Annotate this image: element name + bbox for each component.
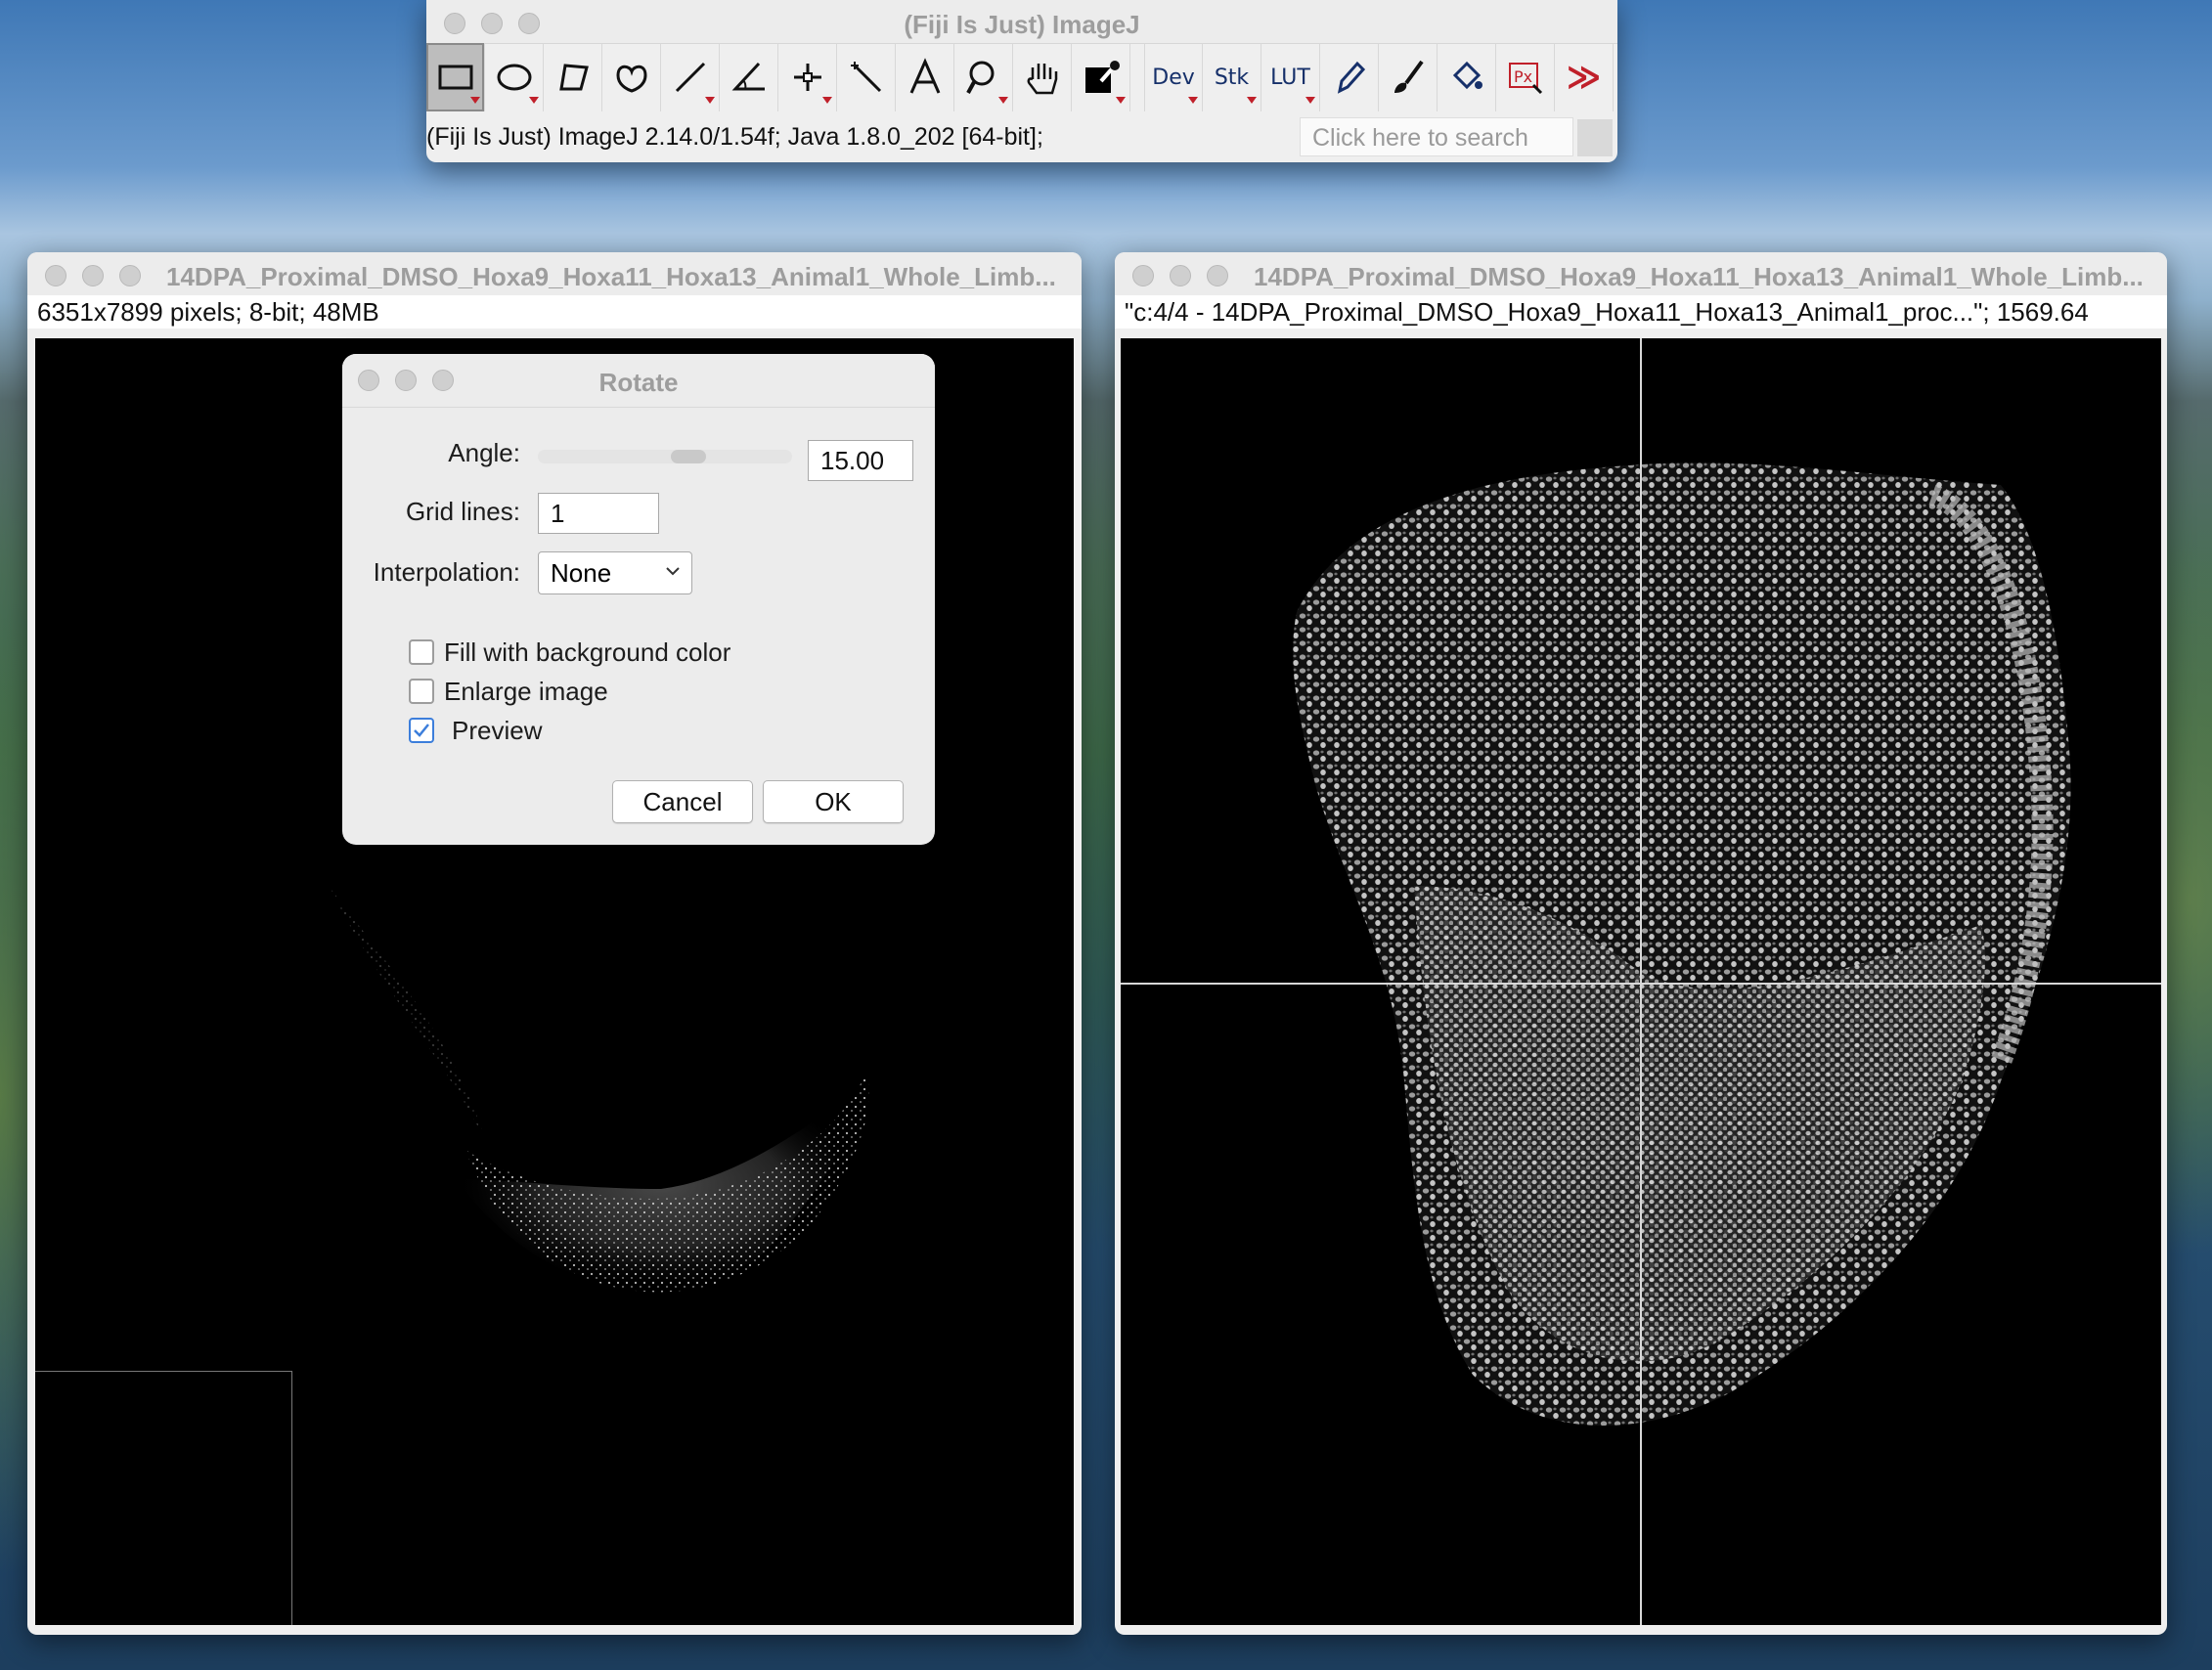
rectangle-tool-icon[interactable] (426, 43, 485, 111)
imagej-titlebar: (Fiji Is Just) ImageJ (426, 0, 1617, 44)
interpolation-select[interactable]: None (538, 551, 692, 594)
stk-menu-button[interactable]: Stk (1203, 43, 1261, 111)
oval-tool-icon[interactable] (485, 43, 544, 111)
chevron-down-icon (666, 567, 680, 576)
angle-slider-thumb[interactable] (671, 450, 706, 463)
rotate-titlebar: Rotate (342, 354, 935, 408)
grid-lines-field[interactable]: 1 (538, 493, 659, 534)
pixel-inspector-tool-icon[interactable]: Px (1496, 43, 1555, 111)
rotate-title: Rotate (598, 368, 679, 397)
window-controls (358, 370, 454, 391)
close-button[interactable] (45, 265, 66, 286)
right-image-render (1121, 338, 2161, 1625)
left-image-render (35, 886, 869, 1625)
cancel-button[interactable]: Cancel (612, 780, 753, 823)
close-button[interactable] (1132, 265, 1154, 286)
window-controls (45, 265, 141, 286)
preview-label: Preview (452, 716, 543, 745)
imagej-main-window: (Fiji Is Just) ImageJ (426, 0, 1617, 162)
minimize-button[interactable] (395, 370, 417, 391)
right-image-title: 14DPA_Proximal_DMSO_Hoxa9_Hoxa11_Hoxa13_… (1254, 262, 2144, 291)
angle-slider[interactable] (538, 450, 792, 463)
checkmark-icon (414, 724, 429, 737)
line-tool-icon[interactable] (661, 43, 720, 111)
right-image-canvas[interactable] (1121, 338, 2161, 1625)
text-tool-icon[interactable] (896, 43, 954, 111)
interpolation-value: None (551, 558, 612, 588)
fill-background-label: Fill with background color (444, 637, 731, 667)
left-image-titlebar: 14DPA_Proximal_DMSO_Hoxa9_Hoxa11_Hoxa13_… (27, 252, 1082, 296)
pencil-tool-icon[interactable] (1320, 43, 1379, 111)
search-button[interactable] (1577, 119, 1613, 156)
close-button[interactable] (444, 13, 465, 34)
enlarge-image-checkbox[interactable] (409, 679, 434, 704)
imagej-window-title: (Fiji Is Just) ImageJ (904, 10, 1140, 39)
preview-checkbox[interactable] (409, 718, 434, 743)
minimize-button[interactable] (82, 265, 104, 286)
magnifier-tool-icon[interactable] (954, 43, 1013, 111)
interpolation-label: Interpolation: (373, 557, 520, 587)
lut-label: LUT (1270, 65, 1310, 90)
more-tools-button[interactable]: ≫ (1555, 43, 1614, 111)
zoom-button[interactable] (1207, 265, 1228, 286)
right-image-info: "c:4/4 - 14DPA_Proximal_DMSO_Hoxa9_Hoxa1… (1115, 295, 2167, 329)
close-button[interactable] (358, 370, 379, 391)
zoom-button[interactable] (119, 265, 141, 286)
right-image-titlebar: 14DPA_Proximal_DMSO_Hoxa9_Hoxa11_Hoxa13_… (1115, 252, 2167, 296)
rotate-dialog: Rotate Angle: 15.00 Grid lines: 1 Interp… (342, 354, 935, 845)
imagej-status-bar: (Fiji Is Just) ImageJ 2.14.0/1.54f; Java… (426, 115, 1617, 160)
angle-tool-icon[interactable] (720, 43, 778, 111)
polygon-tool-icon[interactable] (544, 43, 602, 111)
minimize-button[interactable] (481, 13, 503, 34)
ok-button[interactable]: OK (763, 780, 904, 823)
right-image-window: 14DPA_Proximal_DMSO_Hoxa9_Hoxa11_Hoxa13_… (1115, 252, 2167, 1635)
grid-lines-label: Grid lines: (405, 497, 520, 526)
lut-menu-button[interactable]: LUT (1261, 43, 1320, 111)
more-tools-icon: ≫ (1566, 59, 1602, 96)
point-tool-icon[interactable] (778, 43, 837, 111)
zoom-button[interactable] (432, 370, 454, 391)
left-image-title: 14DPA_Proximal_DMSO_Hoxa9_Hoxa11_Hoxa13_… (166, 262, 1056, 291)
window-controls (1132, 265, 1228, 286)
imagej-toolbar: Dev Stk LUT Px ≫ (426, 43, 1617, 113)
stk-label: Stk (1214, 65, 1250, 90)
enlarge-image-label: Enlarge image (444, 677, 608, 706)
angle-field[interactable]: 15.00 (808, 440, 913, 481)
dev-menu-button[interactable]: Dev (1144, 43, 1203, 111)
dev-label: Dev (1152, 65, 1195, 90)
brush-tool-icon[interactable] (1379, 43, 1438, 111)
search-input[interactable]: Click here to search (1300, 117, 1573, 156)
window-controls (444, 13, 540, 34)
angle-label: Angle: (448, 438, 520, 467)
status-text: (Fiji Is Just) ImageJ 2.14.0/1.54f; Java… (426, 123, 1043, 151)
left-image-info: 6351x7899 pixels; 8-bit; 48MB (27, 295, 1082, 329)
wand-tool-icon[interactable] (837, 43, 896, 111)
color-picker-tool-icon[interactable] (1072, 43, 1130, 111)
fill-background-checkbox[interactable] (409, 639, 434, 665)
minimize-button[interactable] (1170, 265, 1191, 286)
svg-text:Px: Px (1514, 67, 1532, 86)
zoom-button[interactable] (518, 13, 540, 34)
hand-tool-icon[interactable] (1013, 43, 1072, 111)
freehand-tool-icon[interactable] (602, 43, 661, 111)
flood-fill-tool-icon[interactable] (1438, 43, 1496, 111)
